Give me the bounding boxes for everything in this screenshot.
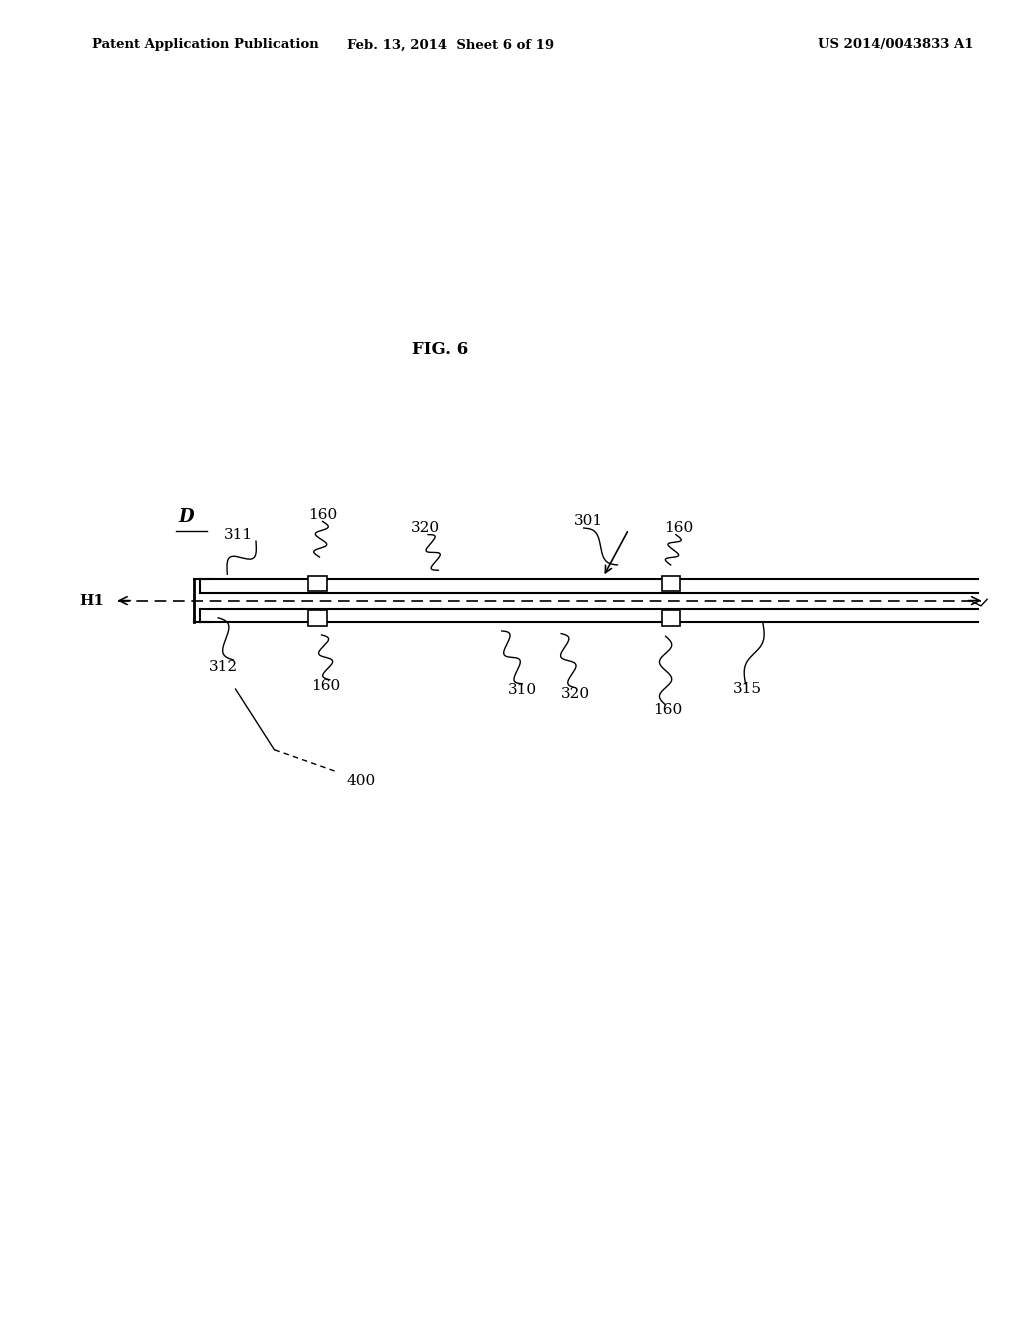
Text: 310: 310 (508, 684, 537, 697)
Bar (662, 576, 680, 591)
Text: 400: 400 (347, 775, 376, 788)
Text: 160: 160 (653, 704, 682, 717)
Text: 160: 160 (665, 521, 693, 535)
Text: 315: 315 (733, 682, 762, 696)
Text: FIG. 6: FIG. 6 (413, 342, 468, 358)
Text: 160: 160 (311, 680, 340, 693)
Text: Patent Application Publication: Patent Application Publication (92, 38, 318, 51)
Text: 312: 312 (209, 660, 238, 673)
Text: 301: 301 (574, 515, 603, 528)
Text: D: D (178, 508, 194, 527)
Text: Feb. 13, 2014  Sheet 6 of 19: Feb. 13, 2014 Sheet 6 of 19 (347, 38, 554, 51)
Bar (308, 610, 327, 626)
Bar (308, 576, 327, 591)
Bar (662, 610, 680, 626)
Text: 320: 320 (411, 521, 439, 535)
Text: US 2014/0043833 A1: US 2014/0043833 A1 (818, 38, 974, 51)
Text: 311: 311 (224, 528, 253, 541)
Text: H1: H1 (80, 594, 104, 607)
Text: 320: 320 (561, 688, 590, 701)
Text: 160: 160 (308, 508, 337, 521)
